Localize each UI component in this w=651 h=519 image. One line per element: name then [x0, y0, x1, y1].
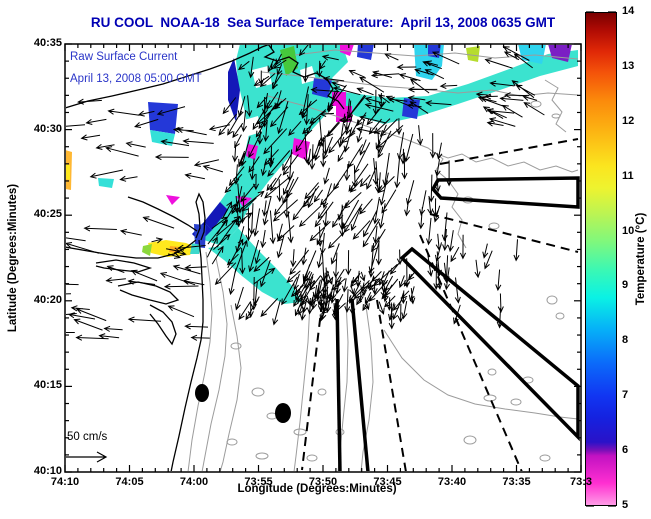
- y-tick-label: 40:15: [33, 379, 62, 392]
- y-tick-label: 40:35: [33, 37, 62, 49]
- colorbar: [585, 12, 617, 506]
- y-tick-label: 40:25: [33, 208, 62, 221]
- colorbar-tick-label: 5: [622, 499, 629, 511]
- buoy-markers: [195, 384, 291, 423]
- annotation-current-timestamp: April 13, 2008 05:00 GMT: [70, 73, 202, 85]
- x-axis-label: Longitude (Degrees:Minutes): [237, 483, 397, 495]
- colorbar-tick-label: 14: [622, 5, 635, 17]
- shipping-lanes: [335, 176, 580, 471]
- colorbar-tick-label: 11: [622, 169, 634, 182]
- y-axis-label: Latitude (Degrees:Minutes): [7, 183, 19, 333]
- colorbar-tick-label: 8: [622, 334, 629, 347]
- y-tick-label: 40:10: [33, 465, 62, 477]
- x-tick-label: 74:00: [179, 476, 209, 488]
- x-tick-label: 74:05: [115, 476, 144, 488]
- current-vectors: [66, 45, 545, 341]
- colorbar-tick-label: 9: [622, 279, 629, 292]
- colorbar-tick-label: 13: [622, 59, 635, 72]
- x-tick-label: 73:35: [502, 476, 531, 488]
- y-tick-label: 40:30: [33, 122, 62, 135]
- colorbar-tick-label: 12: [622, 114, 635, 127]
- colorbar-tick-label: 7: [622, 389, 629, 402]
- dashed-lane-boundaries: [301, 138, 579, 471]
- x-tick-label: 73:45: [373, 476, 402, 488]
- annotation-raw-surface-current: Raw Surface Current: [70, 51, 178, 63]
- colorbar-tick-label: 10: [622, 224, 635, 237]
- x-tick-label: 73:40: [437, 476, 467, 488]
- axis-ticks: [64, 43, 582, 473]
- scale-arrow: [66, 451, 108, 463]
- scale-arrow-label: 50 cm/s: [67, 431, 108, 443]
- x-tick-label: 73:3: [569, 476, 593, 488]
- map-layers: [66, 45, 580, 471]
- colorbar-tick-label: 6: [622, 444, 629, 457]
- x-tick-label: 74:10: [50, 476, 80, 488]
- figure-title: RU COOL NOAA-18 Sea Surface Temperature:…: [90, 15, 556, 30]
- y-tick-label: 40:20: [33, 293, 62, 306]
- x-tick-label: 73:50: [308, 476, 338, 488]
- x-tick-label: 73:55: [244, 476, 273, 488]
